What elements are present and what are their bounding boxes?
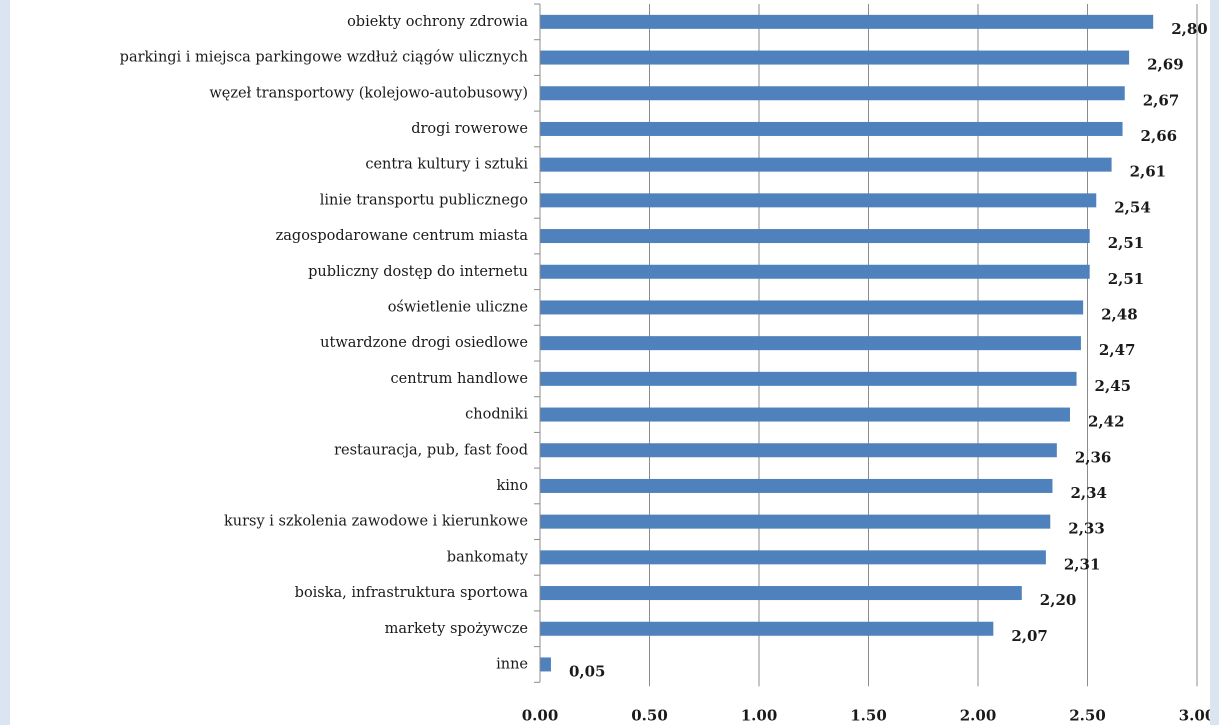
bar xyxy=(540,300,1084,315)
value-label: 2,67 xyxy=(1143,91,1180,109)
category-label: bankomaty xyxy=(447,549,529,565)
x-tick-label: 0.00 xyxy=(522,706,559,724)
x-tick-label: 1.50 xyxy=(850,706,887,724)
bar xyxy=(540,371,1077,386)
value-label: 2,47 xyxy=(1099,341,1136,359)
labels: 0.00 0.50 1.00 1.50 2.00 2.50 3.00 obiekty ochr… xyxy=(120,14,1210,724)
value-label: 2,80 xyxy=(1171,20,1208,38)
x-tick-label: 1.00 xyxy=(741,706,778,724)
category-label: inne xyxy=(496,656,528,672)
value-label: 2,51 xyxy=(1108,234,1145,252)
bar xyxy=(540,157,1112,172)
category-label: drogi rowerowe xyxy=(411,121,528,137)
bar xyxy=(540,586,1022,601)
category-label: oświetlenie uliczne xyxy=(388,299,528,315)
x-tick-label: 2.50 xyxy=(1069,706,1106,724)
bar xyxy=(540,657,551,672)
category-label: obiekty ochrony zdrowia xyxy=(347,14,528,30)
value-label: 2,42 xyxy=(1088,413,1125,431)
category-label: chodniki xyxy=(465,407,528,423)
value-label: 2,34 xyxy=(1070,484,1107,502)
value-label: 2,51 xyxy=(1108,270,1145,288)
value-label: 2,07 xyxy=(1011,627,1048,645)
category-label: linie transportu publicznego xyxy=(320,192,528,208)
bar-chart: 0.00 0.50 1.00 1.50 2.00 2.50 3.00 obiekty ochr… xyxy=(120,3,1210,724)
category-label: boiska, infrastruktura sportowa xyxy=(295,585,529,601)
bar xyxy=(540,264,1090,279)
value-label: 2,33 xyxy=(1068,520,1105,538)
value-label: 0,05 xyxy=(569,662,606,680)
axes xyxy=(534,3,541,683)
category-label: restauracja, pub, fast food xyxy=(334,442,528,458)
bar xyxy=(540,121,1123,136)
value-label: 2,45 xyxy=(1095,377,1132,395)
x-tick-label: 2.00 xyxy=(960,706,997,724)
bar xyxy=(540,50,1130,65)
bars xyxy=(540,14,1154,672)
category-label: centrum handlowe xyxy=(391,371,528,387)
bar xyxy=(540,86,1125,101)
category-label: parkingi i miejsca parkingowe wzdłuż cią… xyxy=(120,50,528,66)
bar xyxy=(540,514,1051,529)
category-label: markety spożywcze xyxy=(385,621,528,637)
value-label: 2,31 xyxy=(1064,555,1101,573)
category-label: kino xyxy=(497,478,529,494)
value-label: 2,36 xyxy=(1075,448,1112,466)
bar xyxy=(540,14,1154,29)
value-label: 2,66 xyxy=(1141,127,1178,145)
bar xyxy=(540,478,1053,493)
category-label: zagospodarowane centrum miasta xyxy=(276,228,529,244)
category-label: publiczny dostęp do internetu xyxy=(308,264,528,280)
value-label: 2,20 xyxy=(1040,591,1077,609)
value-label: 2,48 xyxy=(1101,305,1138,323)
chart-panel: 0.00 0.50 1.00 1.50 2.00 2.50 3.00 obiekty ochr… xyxy=(10,0,1210,725)
category-label: kursy i szkolenia zawodowe i kierunkowe xyxy=(224,514,528,530)
value-label: 2,69 xyxy=(1147,56,1184,74)
bar xyxy=(540,443,1057,458)
bar xyxy=(540,550,1046,565)
category-label: centra kultury i sztuki xyxy=(365,157,528,173)
bar xyxy=(540,229,1090,244)
bar xyxy=(540,407,1070,422)
category-label: utwardzone drogi osiedlowe xyxy=(320,335,528,351)
x-tick-label: 3.00 xyxy=(1179,706,1210,724)
value-label: 2,54 xyxy=(1114,198,1151,216)
bar xyxy=(540,621,994,636)
value-label: 2,61 xyxy=(1130,163,1167,181)
bar xyxy=(540,193,1097,208)
x-tick-label: 0.50 xyxy=(631,706,668,724)
category-label: węzeł transportowy (kolejowo-autobusowy) xyxy=(209,85,528,101)
bar xyxy=(540,336,1081,351)
